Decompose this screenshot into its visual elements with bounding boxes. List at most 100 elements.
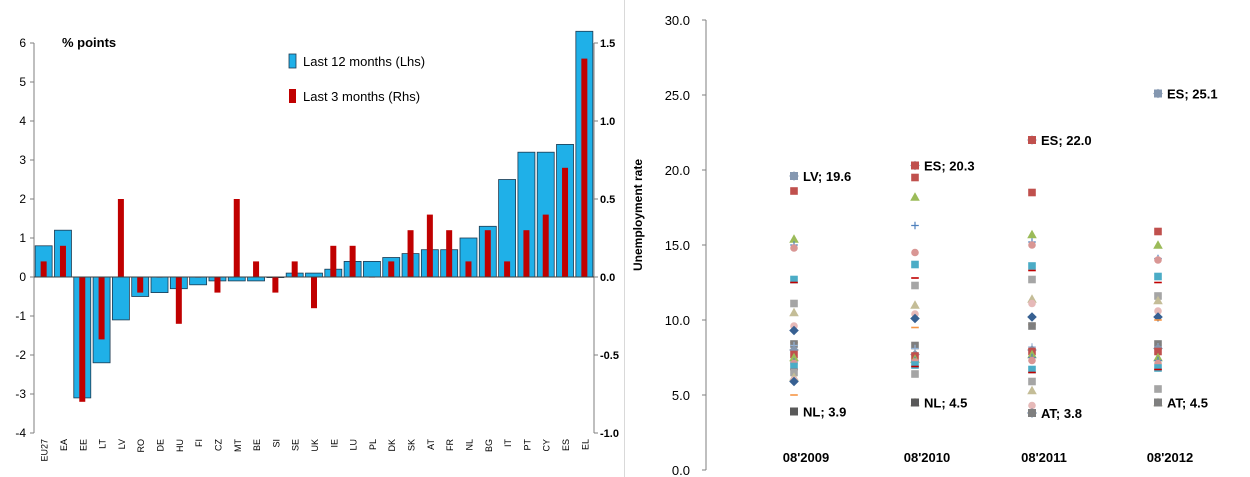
x-tick-label: EU27 xyxy=(40,439,50,462)
bar-last-3-months xyxy=(79,277,86,402)
x-tick-label: DK xyxy=(387,439,397,452)
x-tick-label: DE xyxy=(156,439,166,452)
labelled-point xyxy=(1154,398,1162,407)
bar-last-3-months xyxy=(59,245,66,277)
bar-last-3-months xyxy=(40,261,47,277)
x-tick-label: EE xyxy=(78,439,88,451)
left-y-tick-label: -2 xyxy=(15,348,26,362)
data-point xyxy=(1028,188,1036,197)
data-point xyxy=(789,307,799,317)
data-point xyxy=(911,361,919,369)
data-point xyxy=(1154,256,1162,264)
y-tick-label: 15.0 xyxy=(665,238,690,253)
data-point xyxy=(1154,385,1162,393)
data-point xyxy=(1028,275,1036,284)
data-point xyxy=(1154,347,1162,356)
y-tick-label: 20.0 xyxy=(665,163,690,178)
labelled-point xyxy=(790,172,798,180)
left-y-tick-label: 6 xyxy=(19,36,26,50)
point-label: LV; 19.6 xyxy=(803,169,851,184)
bar-chart-panel: 6 5 4 3 2 1 0 -1 -2 -3 -4 1.5 1.0 0.5 0.0 -0.5 -1.0 EU27 E… xyxy=(15,30,619,462)
bar-last-3-months xyxy=(446,230,453,277)
scatter-chart-panel: 30.0 25.0 20.0 15.0 10.0 5.0 0.0 Unemployment r… xyxy=(631,13,1218,477)
left-y-tick-label: 3 xyxy=(19,153,26,167)
labelled-point xyxy=(911,398,919,407)
point-label: AT; 3.8 xyxy=(1041,406,1082,421)
left-y-tick-label: 0 xyxy=(19,270,26,284)
bar-last-3-months xyxy=(562,167,569,277)
data-point xyxy=(789,376,799,387)
right-y-tick-label: 1.5 xyxy=(600,38,615,50)
data-point xyxy=(1028,401,1036,410)
data-point xyxy=(789,352,799,362)
x-tick-label: HU xyxy=(175,439,185,452)
x-tick-label: FI xyxy=(194,439,204,447)
x-tick-label: CY xyxy=(542,439,552,452)
y-tick-label: 10.0 xyxy=(665,313,690,328)
left-y-tick-label: -1 xyxy=(15,309,26,323)
labelled-point xyxy=(1028,136,1036,144)
x-tick-label: NL xyxy=(464,439,474,451)
bar-last-3-months xyxy=(253,261,260,277)
point-label: NL; 4.5 xyxy=(924,396,967,411)
data-point xyxy=(1028,299,1036,308)
bar-last-3-months xyxy=(117,199,124,277)
data-point xyxy=(911,281,919,290)
left-y-tick-label: -3 xyxy=(15,387,26,401)
left-y-tick-label: 5 xyxy=(19,75,26,89)
x-tick-label: PT xyxy=(522,439,532,451)
data-point xyxy=(1153,295,1163,305)
data-point xyxy=(790,187,798,195)
bar-last-3-months xyxy=(137,277,144,293)
data-point xyxy=(911,248,919,257)
legend-swatch-last-12-months xyxy=(288,53,297,69)
data-point xyxy=(1154,307,1162,315)
x-tick-label: UK xyxy=(310,439,320,452)
x-tick-label: BE xyxy=(252,439,262,451)
point-label: NL; 3.9 xyxy=(803,405,846,420)
bar-last-3-months xyxy=(233,199,240,277)
right-y-tick-label: -1.0 xyxy=(600,428,619,440)
bar-last-3-months xyxy=(272,277,279,293)
x-tick-label: MT xyxy=(233,439,243,452)
data-point xyxy=(1028,377,1036,386)
right-y-tick-label: 0.5 xyxy=(600,194,615,206)
x-tick-label: EA xyxy=(59,439,69,451)
data-point xyxy=(911,260,919,269)
left-y-tick-label: 1 xyxy=(19,231,26,245)
bar-last-3-months xyxy=(426,214,433,277)
bar-last-3-months xyxy=(291,261,298,277)
data-point xyxy=(1154,364,1162,372)
point-label: ES; 22.0 xyxy=(1041,133,1092,148)
bar-last-3-months xyxy=(388,261,395,277)
data-point xyxy=(790,275,798,284)
x-category-label: 08'2010 xyxy=(904,450,950,465)
x-tick-label: LV xyxy=(117,439,127,449)
bar-last-3-months xyxy=(98,277,105,340)
y-tick-label: 0.0 xyxy=(672,463,690,477)
data-point xyxy=(789,234,799,243)
x-tick-label: RO xyxy=(136,439,146,453)
right-y-tick-label: -0.5 xyxy=(600,350,619,362)
data-point xyxy=(910,192,920,201)
data-point xyxy=(1028,356,1036,365)
data-point xyxy=(1028,241,1036,249)
chart-title: % points xyxy=(62,35,116,50)
x-tick-label: SI xyxy=(271,439,281,448)
x-tick-label: AT xyxy=(426,439,436,450)
labelled-point xyxy=(790,407,798,416)
x-tick-label: CZ xyxy=(213,439,223,451)
bar-last-3-months xyxy=(330,245,337,277)
data-point xyxy=(1027,385,1037,395)
bar-last-12-months xyxy=(363,260,381,278)
right-y-tick-label: 1.0 xyxy=(600,116,615,128)
y-tick-label: 25.0 xyxy=(665,88,690,103)
bar-last-3-months xyxy=(175,277,182,324)
x-tick-label: SE xyxy=(291,439,301,451)
data-point xyxy=(911,370,919,378)
left-y-tick-label: -4 xyxy=(15,426,26,440)
labelled-point xyxy=(911,161,919,170)
bar-last-3-months xyxy=(542,214,549,277)
legend-swatch-last-3-months xyxy=(289,89,296,103)
x-tick-label: BG xyxy=(484,439,494,452)
